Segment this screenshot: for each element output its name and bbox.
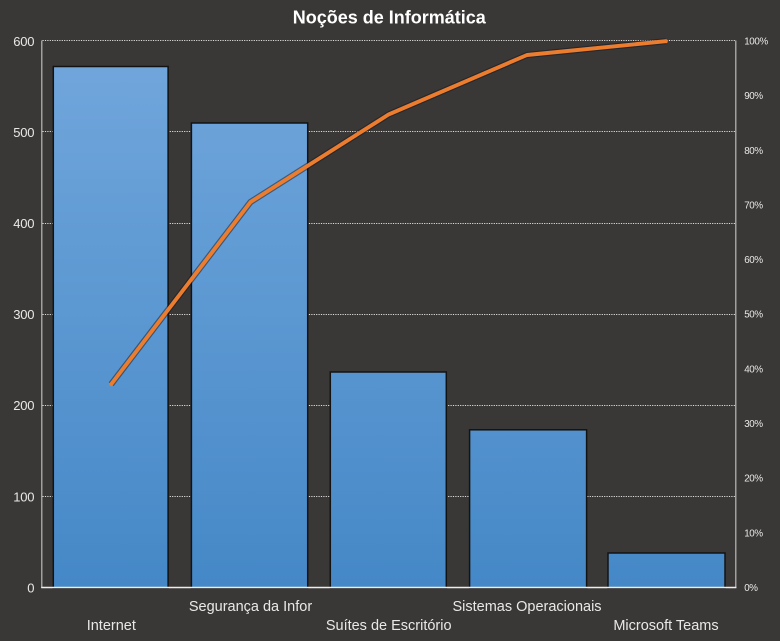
svg-text:90%: 90% <box>744 91 763 102</box>
svg-text:300: 300 <box>13 307 34 322</box>
svg-text:Segurança da Infor: Segurança da Infor <box>189 599 313 615</box>
svg-text:0: 0 <box>27 580 34 595</box>
svg-text:Sistemas Operacionais: Sistemas Operacionais <box>452 599 601 615</box>
svg-text:80%: 80% <box>744 146 763 157</box>
svg-text:40%: 40% <box>744 364 763 375</box>
svg-text:100%: 100% <box>744 37 768 48</box>
svg-text:20%: 20% <box>744 474 763 485</box>
svg-text:60%: 60% <box>744 255 763 266</box>
svg-text:200: 200 <box>13 398 34 413</box>
svg-text:400: 400 <box>13 216 34 231</box>
svg-text:50%: 50% <box>744 310 763 321</box>
svg-text:500: 500 <box>13 125 34 140</box>
svg-text:30%: 30% <box>744 419 763 430</box>
svg-text:600: 600 <box>13 34 34 49</box>
svg-text:Microsoft Teams: Microsoft Teams <box>613 618 718 634</box>
svg-text:Noções de Informática: Noções de Informática <box>293 8 487 28</box>
svg-text:Suítes de Escritório: Suítes de Escritório <box>326 618 452 634</box>
svg-text:0%: 0% <box>744 583 758 594</box>
svg-text:100: 100 <box>13 489 34 504</box>
svg-text:Internet: Internet <box>87 618 136 634</box>
svg-text:70%: 70% <box>744 200 763 211</box>
svg-text:10%: 10% <box>744 528 763 539</box>
